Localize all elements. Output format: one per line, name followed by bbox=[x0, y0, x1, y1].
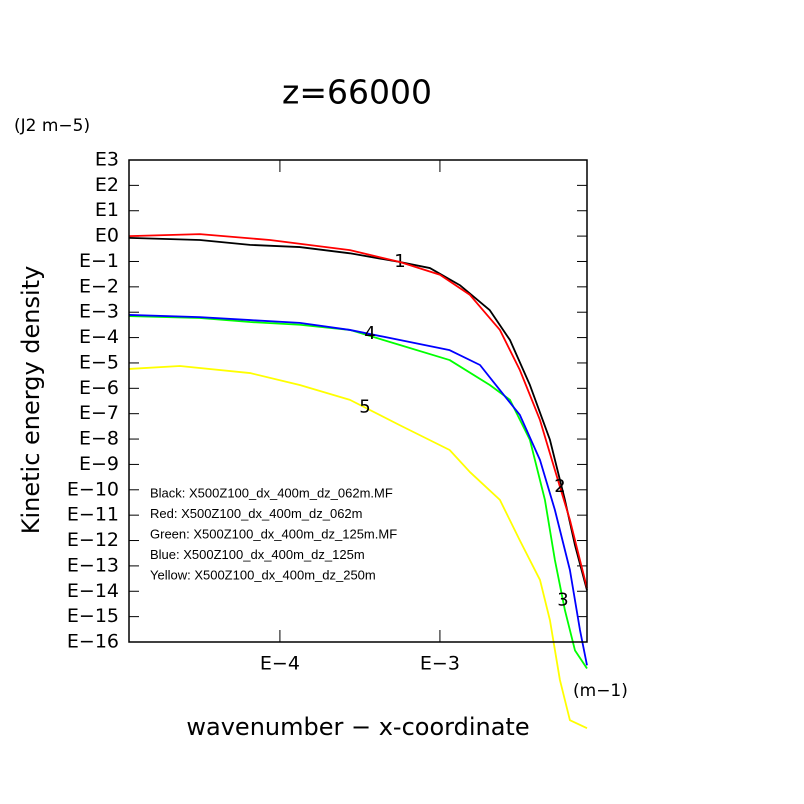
series-line bbox=[128, 365, 588, 730]
curve-label: 2 bbox=[554, 476, 565, 497]
x-tick-label: E−3 bbox=[420, 653, 460, 675]
y-unit: (J2 m−5) bbox=[14, 116, 90, 136]
y-tick-label: E−9 bbox=[79, 453, 119, 475]
y-tick-label: E−6 bbox=[79, 377, 119, 399]
y-tick-label: E−3 bbox=[79, 301, 119, 323]
series-line bbox=[128, 236, 588, 591]
legend-entry: Blue: X500Z100_dx_400m_dz_125m bbox=[150, 547, 365, 562]
y-tick-label: E−7 bbox=[79, 402, 119, 424]
y-tick-label: E−8 bbox=[79, 428, 119, 450]
chart-title: z=66000 bbox=[282, 73, 432, 112]
y-tick-label: E0 bbox=[95, 225, 119, 247]
y-tick-label: E−12 bbox=[67, 529, 119, 551]
x-tick-label: E−4 bbox=[260, 653, 300, 675]
y-tick-label: E−15 bbox=[67, 605, 119, 627]
y-tick-label: E−10 bbox=[67, 478, 119, 500]
x-unit: (m−1) bbox=[573, 681, 628, 701]
y-tick-label: E1 bbox=[95, 199, 119, 221]
legend-entry: Red: X500Z100_dx_400m_dz_062m bbox=[150, 506, 362, 521]
legend-entry: Green: X500Z100_dx_400m_dz_125m.MF bbox=[150, 526, 397, 541]
y-tick-label: E−16 bbox=[67, 631, 119, 653]
y-axis-label: Kinetic energy density bbox=[17, 266, 45, 535]
y-tick-label: E−14 bbox=[67, 580, 119, 602]
series-line bbox=[128, 233, 588, 589]
series-line bbox=[128, 314, 588, 666]
y-tick-label: E3 bbox=[95, 149, 119, 171]
x-axis-label: wavenumber − x-coordinate bbox=[186, 713, 529, 741]
y-tick-label: E2 bbox=[95, 174, 119, 196]
y-tick-label: E−2 bbox=[79, 275, 119, 297]
series-line bbox=[128, 315, 588, 670]
curve-label: 3 bbox=[557, 590, 568, 611]
y-tick-label: E−4 bbox=[79, 326, 119, 348]
y-tick-label: E−1 bbox=[79, 250, 119, 272]
y-tick-label: E−13 bbox=[67, 554, 119, 576]
curve-label: 4 bbox=[364, 323, 375, 344]
plot-frame bbox=[128, 159, 588, 643]
legend-entry: Black: X500Z100_dx_400m_dz_062m.MF bbox=[150, 485, 393, 500]
curve-label: 5 bbox=[359, 397, 370, 418]
legend-entry: Yellow: X500Z100_dx_400m_dz_250m bbox=[150, 567, 376, 582]
y-tick-label: E−11 bbox=[67, 504, 119, 526]
y-tick-label: E−5 bbox=[79, 351, 119, 373]
